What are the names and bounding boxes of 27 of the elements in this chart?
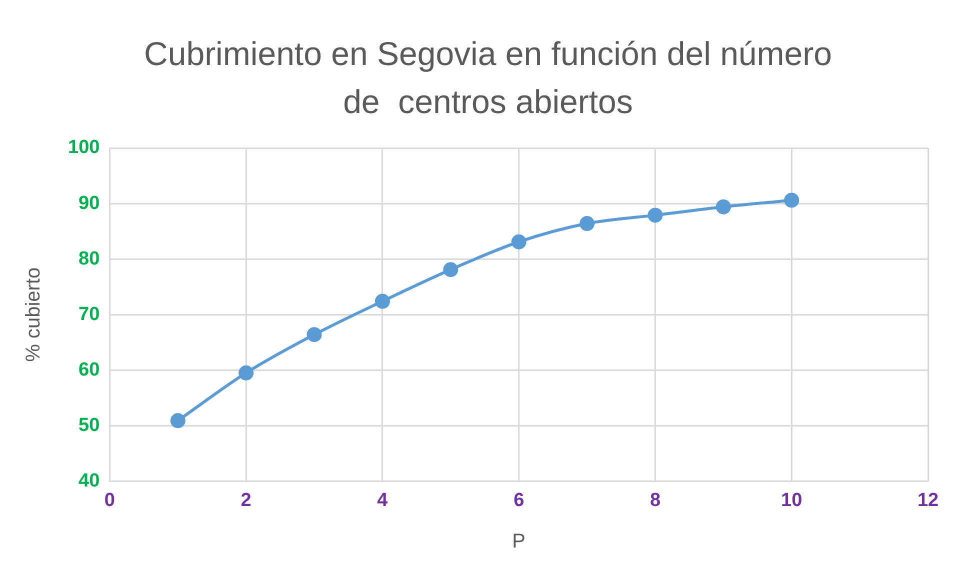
point — [238, 365, 254, 380]
y-tick-label: 50 — [78, 414, 100, 436]
point — [170, 413, 186, 428]
x-tick-label: 4 — [377, 490, 388, 511]
x-tick-label: 10 — [781, 490, 802, 511]
x-tick-label: 8 — [650, 490, 661, 511]
y-axis-title: % cubierto — [22, 267, 45, 362]
y-tick-label: 100 — [68, 137, 100, 158]
point — [716, 199, 731, 214]
y-tick-label: 60 — [78, 359, 100, 380]
x-tick-label: 12 — [917, 490, 939, 511]
point — [580, 216, 595, 232]
y-tick-label: 70 — [78, 304, 100, 325]
x-tick-label: 0 — [104, 490, 115, 511]
point — [443, 262, 458, 278]
x-axis-title: P — [512, 530, 526, 553]
x-tick-label: 2 — [240, 490, 252, 511]
point — [648, 208, 663, 223]
point — [784, 192, 800, 208]
x-tick-label: 6 — [514, 490, 524, 511]
y-tick-label: 90 — [78, 192, 100, 214]
y-tick-label: 40 — [78, 470, 100, 492]
point — [374, 294, 390, 309]
chart-title: Cubrimiento en Segovia en función del número de centros abiertos — [143, 34, 833, 122]
point — [306, 327, 322, 342]
point — [511, 234, 526, 250]
y-tick-label: 80 — [78, 248, 100, 270]
